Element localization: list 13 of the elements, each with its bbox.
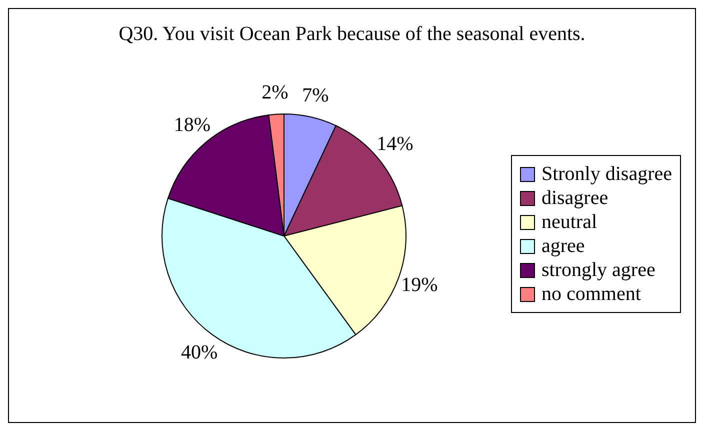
legend-label: no comment (541, 282, 641, 306)
data-label: 18% (174, 114, 211, 136)
legend-label: disagree (541, 186, 608, 210)
legend-label: Stronly disagree (541, 162, 672, 186)
data-label: 40% (181, 342, 218, 364)
legend-label: strongly agree (541, 258, 656, 282)
chart-title: Q30. You visit Ocean Park because of the seasonal events. (118, 23, 586, 46)
data-label: 2% (262, 81, 288, 104)
data-label: 19% (401, 274, 438, 296)
legend-label: agree (541, 234, 585, 258)
legend-label: neutral (541, 210, 597, 234)
data-label: 7% (302, 84, 329, 106)
data-label: 14% (376, 133, 414, 156)
